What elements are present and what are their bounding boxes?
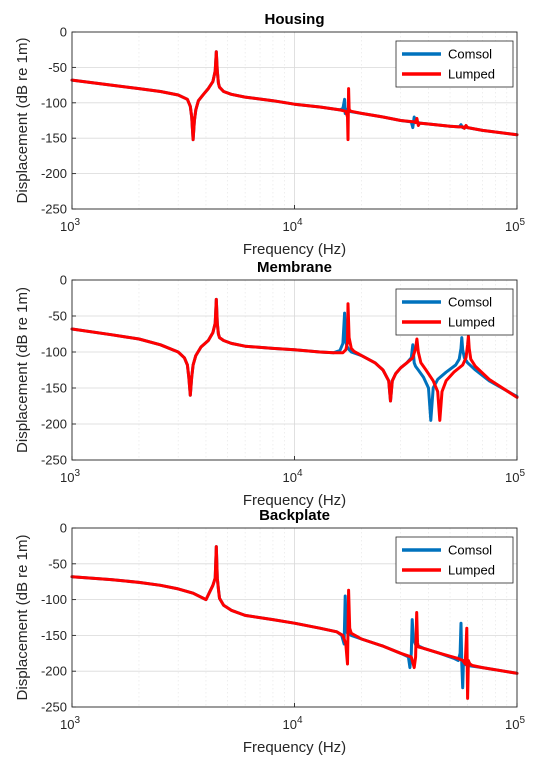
series-line-lumped — [70, 50, 519, 142]
x-tick-label: 104 — [282, 715, 302, 732]
legend-box — [395, 536, 514, 584]
legend-box — [395, 288, 514, 336]
y-axis-label: Displacement (dB re 1m) — [14, 38, 31, 204]
y-tick-label: 0 — [60, 25, 67, 40]
x-axis-label: Frequency (Hz) — [243, 492, 346, 509]
series-line-lumped — [70, 297, 519, 422]
y-tick-label: -250 — [41, 453, 67, 468]
x-tick-label: 105 — [505, 715, 525, 732]
series-line-lumped — [70, 545, 519, 700]
x-tick-label: 105 — [505, 468, 525, 485]
y-tick-label: -50 — [48, 309, 67, 324]
legend: Comsol Lumped — [395, 288, 514, 336]
y-tick-label: 0 — [60, 273, 67, 288]
legend-box — [395, 40, 514, 88]
x-axis-label: Frequency (Hz) — [243, 739, 346, 756]
y-tick-label: -200 — [41, 417, 67, 432]
legend: Comsol Lumped — [395, 536, 514, 584]
y-tick-label: -50 — [48, 556, 67, 571]
x-tick-label: 105 — [505, 217, 525, 234]
y-tick-label: -100 — [41, 345, 67, 360]
chart-title: Housing — [265, 11, 325, 28]
y-tick-label: -200 — [41, 664, 67, 679]
y-axis-label: Displacement (dB re 1m) — [14, 535, 31, 701]
chart-title: Membrane — [257, 259, 332, 276]
y-tick-label: -200 — [41, 166, 67, 181]
legend-label-lumped: Lumped — [448, 67, 495, 82]
y-tick-label: -250 — [41, 202, 67, 217]
y-tick-label: -150 — [41, 381, 67, 396]
y-tick-label: 0 — [60, 521, 67, 536]
y-tick-label: -50 — [48, 60, 67, 75]
legend-label-comsol: Comsol — [448, 543, 492, 558]
y-tick-label: -150 — [41, 628, 67, 643]
y-tick-label: -100 — [41, 592, 67, 607]
legend-label-lumped: Lumped — [448, 315, 495, 330]
x-tick-label: 103 — [60, 715, 80, 732]
legend: Comsol Lumped — [395, 40, 514, 88]
y-axis-label: Displacement (dB re 1m) — [14, 287, 31, 453]
x-tick-label: 104 — [282, 468, 302, 485]
y-tick-label: -250 — [41, 700, 67, 715]
x-tick-label: 103 — [60, 217, 80, 234]
legend-label-comsol: Comsol — [448, 295, 492, 310]
y-tick-label: -100 — [41, 95, 67, 110]
x-axis-label: Frequency (Hz) — [243, 241, 346, 258]
legend-label-comsol: Comsol — [448, 47, 492, 62]
legend-label-lumped: Lumped — [448, 563, 495, 578]
y-tick-label: -150 — [41, 131, 67, 146]
x-tick-label: 104 — [282, 217, 302, 234]
x-tick-label: 103 — [60, 468, 80, 485]
chart-title: Backplate — [259, 507, 330, 524]
